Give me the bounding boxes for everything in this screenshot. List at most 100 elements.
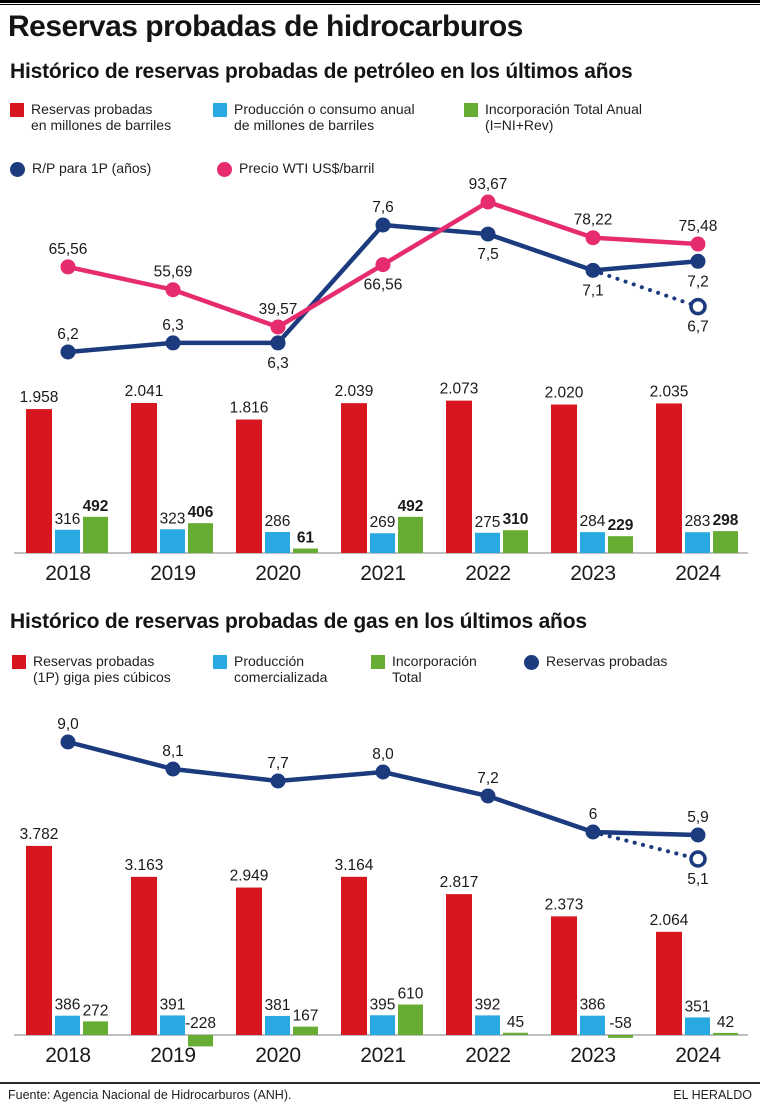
oil-point-value-label: 75,48 [679,218,718,235]
oil-bar-value-label: 298 [713,512,739,529]
oil-bar-value-label: 2.041 [125,383,164,400]
top-rule-thin [0,4,760,5]
gas-red-bar [341,876,367,1035]
gas-year-label: 2018 [45,1044,91,1067]
oil-data-point-dot [60,259,76,275]
navy-dot-icon [10,162,25,177]
gas-blue-bar [55,1015,80,1035]
oil-bar-value-label: 492 [83,498,109,515]
blue-swatch-icon [213,655,227,669]
oil-point-value-label: 7,1 [582,282,604,299]
oil-green-bar [293,548,318,553]
oil-bar-value-label: 323 [160,510,186,527]
gas-data-point-dot [375,764,391,780]
legend-item: Producción o consumo anual de millones de… [213,101,415,133]
gas-bar-value-label: 42 [717,1014,734,1031]
oil-point-value-label: 55,69 [154,264,193,281]
oil-red-bar [656,403,682,553]
oil-bar-value-label: 2.073 [440,381,479,398]
oil-bar-value-label: 269 [370,514,396,531]
gas-red-bar [551,916,577,1035]
gas-red-bar [446,894,472,1035]
oil-point-value-label: 7,6 [372,199,394,216]
gas-year-label: 2024 [675,1044,721,1067]
oil-point-value-label: 7,5 [477,246,499,263]
gas-bar-value-label: -58 [609,1015,631,1032]
oil-year-label: 2022 [465,562,511,585]
legend-label-line: Total [392,669,422,685]
blue-swatch-icon [213,103,227,117]
gas-year-label: 2020 [255,1044,301,1067]
oil-data-point-dot [585,262,601,278]
oil-bar-value-label: 406 [188,504,214,521]
legend-label-line: Incorporación [392,653,477,669]
oil-bar-value-label: 2.020 [545,385,584,402]
oil-bar-value-label: 2.035 [650,383,689,400]
oil-data-point-dot [480,226,496,242]
oil-green-bar [188,523,213,553]
gas-bar-value-label: 2.949 [230,868,269,885]
gas-bar-value-label: 2.817 [440,874,479,891]
legend-label-line: (1P) giga pies cúbicos [33,669,171,685]
gas-data-point-dot [270,773,286,789]
oil-blue-bar [475,532,500,553]
oil-projection-value-label: 6,7 [687,319,709,336]
oil-projection-line [591,268,700,309]
oil-red-bar [446,400,472,553]
gas-green-bar [188,1035,213,1047]
oil-point-value-label: 6,2 [57,326,79,343]
legend-label: Incorporación Total Anual (I=NI+Rev) [485,101,642,133]
oil-year-label: 2024 [675,562,721,585]
gas-year-label: 2021 [360,1044,406,1067]
gas-blue-bar [265,1015,290,1035]
gas-data-point-dot [690,827,706,843]
gas-red-bar [131,876,157,1035]
oil-green-bar [503,530,528,553]
legend-item: Reservas probadas [524,653,667,670]
gas-green-bar [398,1004,423,1035]
source-credit: Fuente: Agencia Nacional de Hidrocarburo… [8,1088,292,1102]
gas-data-point-dot [165,761,181,777]
gas-bar-value-label: 386 [55,997,81,1014]
gas-projection-line [591,830,700,861]
oil-data-point-dot [690,236,706,252]
legend-item: Producción comercializada [213,653,327,685]
legend-item: Precio WTI US$/barril [217,160,374,177]
footer-rule [0,1082,760,1084]
gas-point-value-label: 8,1 [162,743,184,760]
gas-green-bar [713,1032,738,1035]
red-swatch-icon [10,103,24,117]
gas-bar-value-label: 2.064 [650,912,689,929]
gas-chart-title: Histórico de reservas probadas de gas en… [10,610,587,633]
gas-bar-value-label: 610 [398,986,424,1003]
gas-red-bar [26,845,52,1035]
gas-year-label: 2019 [150,1044,196,1067]
gas-point-value-label: 5,9 [687,809,709,826]
legend-label: Reservas probadas en millones de barriles [31,101,171,133]
oil-point-value-label: 7,2 [687,273,709,290]
oil-data-point-dot [165,282,181,298]
oil-chart-title: Histórico de reservas probadas de petról… [10,60,633,83]
oil-bar-value-label: 286 [265,513,291,530]
oil-blue-bar [370,533,395,553]
oil-point-value-label: 78,22 [574,212,613,229]
pink-dot-icon [217,162,232,177]
oil-data-point-dot [60,344,76,360]
navy-dot-icon [524,655,539,670]
oil-bar-value-label: 2.039 [335,383,374,400]
oil-point-value-label: 93,67 [469,176,508,193]
gas-green-bar [608,1035,633,1038]
legend-label-line: comercializada [234,669,328,685]
gas-data-point-dot [60,734,76,750]
legend-label: Precio WTI US$/barril [239,160,374,176]
oil-red-bar [131,402,157,553]
gas-data-point-dot [480,788,496,804]
oil-bar-value-label: 310 [503,511,529,528]
legend-label-line: R/P para 1P (años) [32,160,152,176]
oil-bar-value-label: 492 [398,498,424,515]
gas-bar-value-label: 381 [265,997,291,1014]
oil-point-value-label: 39,57 [259,301,298,318]
oil-green-bar [398,516,423,553]
gas-bar-value-label: 391 [160,996,186,1013]
